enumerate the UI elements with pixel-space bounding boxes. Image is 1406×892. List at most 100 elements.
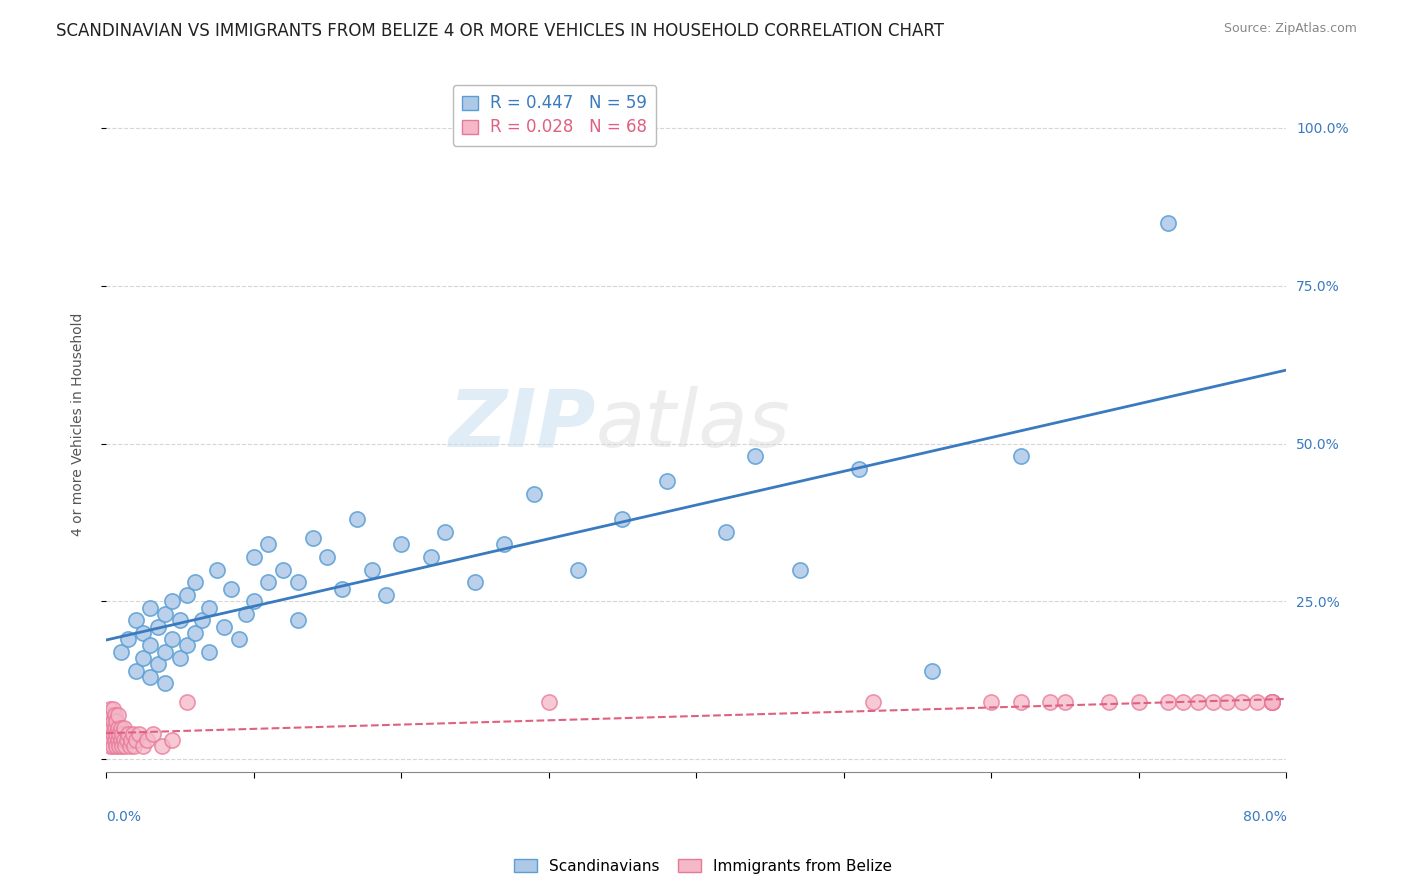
Point [301, 531, 323, 545]
Point [162, 594, 184, 608]
Point [1260, 695, 1282, 709]
Point [235, 607, 257, 621]
Point [100, 701, 122, 715]
Point [108, 739, 131, 754]
Point [176, 639, 198, 653]
Point [132, 651, 155, 665]
Point [136, 733, 159, 747]
Point [1157, 695, 1180, 709]
Point [169, 613, 191, 627]
Legend: R = 0.447   N = 59, R = 0.028   N = 68: R = 0.447 N = 59, R = 0.028 N = 68 [453, 85, 657, 145]
Point [316, 550, 339, 565]
Y-axis label: 4 or more Vehicles in Household: 4 or more Vehicles in Household [72, 313, 86, 536]
Point [612, 512, 634, 526]
Point [789, 563, 811, 577]
Point [191, 613, 214, 627]
Point [118, 739, 141, 754]
Point [1039, 695, 1062, 709]
Point [101, 721, 124, 735]
Point [104, 721, 127, 735]
Point [114, 739, 136, 754]
Point [107, 721, 129, 735]
Point [124, 613, 146, 627]
Point [183, 575, 205, 590]
Point [287, 575, 309, 590]
Point [153, 645, 176, 659]
Point [103, 727, 125, 741]
Point [434, 524, 457, 539]
Point [287, 613, 309, 627]
Text: ZIP: ZIP [449, 385, 596, 464]
Point [112, 733, 135, 747]
Point [176, 588, 198, 602]
Point [205, 563, 228, 577]
Point [1260, 695, 1282, 709]
Point [100, 739, 122, 754]
Point [714, 524, 737, 539]
Point [101, 707, 124, 722]
Text: 0.0%: 0.0% [105, 810, 141, 824]
Legend: Scandinavians, Immigrants from Belize: Scandinavians, Immigrants from Belize [508, 853, 898, 880]
Point [150, 739, 173, 754]
Point [419, 550, 441, 565]
Point [655, 475, 678, 489]
Point [537, 695, 560, 709]
Point [921, 664, 943, 678]
Point [389, 537, 412, 551]
Point [100, 714, 122, 729]
Point [1202, 695, 1225, 709]
Point [117, 632, 139, 647]
Point [1260, 695, 1282, 709]
Point [1260, 695, 1282, 709]
Point [271, 563, 294, 577]
Point [228, 632, 250, 647]
Point [132, 625, 155, 640]
Point [176, 695, 198, 709]
Point [98, 707, 121, 722]
Point [1260, 695, 1282, 709]
Point [108, 727, 131, 741]
Point [862, 695, 884, 709]
Point [212, 619, 235, 633]
Point [198, 645, 221, 659]
Point [198, 600, 221, 615]
Text: 80.0%: 80.0% [1243, 810, 1286, 824]
Point [105, 727, 128, 741]
Point [375, 588, 398, 602]
Point [162, 733, 184, 747]
Point [153, 607, 176, 621]
Point [104, 707, 127, 722]
Point [221, 582, 243, 596]
Point [110, 733, 132, 747]
Point [120, 733, 142, 747]
Point [146, 657, 169, 672]
Point [360, 563, 382, 577]
Point [142, 727, 165, 741]
Point [117, 727, 139, 741]
Point [980, 695, 1002, 709]
Point [330, 582, 353, 596]
Point [98, 733, 121, 747]
Point [1216, 695, 1239, 709]
Point [110, 645, 132, 659]
Point [744, 449, 766, 463]
Point [242, 594, 264, 608]
Point [115, 733, 138, 747]
Point [464, 575, 486, 590]
Point [107, 707, 129, 722]
Point [101, 733, 124, 747]
Point [346, 512, 368, 526]
Point [124, 664, 146, 678]
Point [1157, 216, 1180, 230]
Point [146, 619, 169, 633]
Point [107, 733, 129, 747]
Point [567, 563, 589, 577]
Point [169, 651, 191, 665]
Point [153, 676, 176, 690]
Point [103, 739, 125, 754]
Point [848, 462, 870, 476]
Point [110, 721, 132, 735]
Point [257, 575, 280, 590]
Point [111, 739, 134, 754]
Text: atlas: atlas [596, 385, 790, 464]
